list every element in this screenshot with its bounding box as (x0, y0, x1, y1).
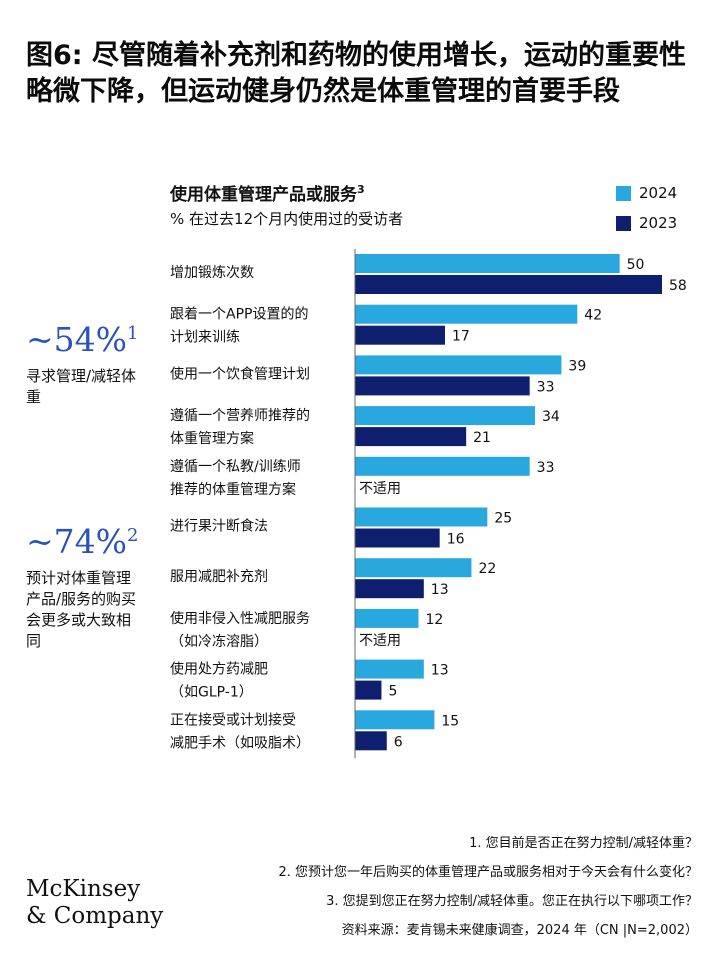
data-label-2023-9: 6 (394, 734, 403, 750)
legend-label-2023: 2023 (639, 214, 678, 232)
data-label-2024-4: 33 (537, 460, 555, 476)
stat-value-1: ~54%1 (26, 314, 146, 360)
chart-heading-footnote: 3 (357, 183, 365, 196)
stat-footnote-2: 2 (127, 525, 139, 546)
footnotes: 1. 您目前是否正在努力控制/减轻体重？ 2. 您预计您一年后购买的体重管理产品… (278, 829, 698, 945)
bar-2023-0 (355, 275, 662, 294)
bar-2023-8 (355, 680, 382, 700)
legend-item-2023: 2023 (616, 210, 677, 236)
stat-desc-1: 寻求管理/减轻体重 (26, 367, 137, 406)
bar-2024-4 (355, 456, 530, 476)
bar-2024-6 (355, 558, 472, 578)
logo-line-1: McKinsey (26, 876, 141, 902)
bar-2024-8 (355, 659, 424, 679)
mckinsey-logo: McKinsey & Company (26, 876, 163, 930)
chart-subtitle: % 在过去12个月内使用过的受访者 (170, 210, 404, 228)
na-label-2023-7: 不适用 (359, 633, 401, 649)
chart-heading: 使用体重管理产品或服务3 (170, 180, 365, 205)
stat-value-2: ~74%2 (26, 516, 138, 562)
data-label-2023-3: 21 (473, 430, 491, 446)
category-label-9-1: 减肥手术（如吸脂术） (170, 735, 310, 751)
bar-2023-9 (355, 731, 387, 751)
stat-number-2: ~74% (26, 522, 127, 561)
data-label-2024-8: 13 (431, 663, 449, 679)
category-label-3-1: 体重管理方案 (170, 430, 254, 447)
category-label-0-0: 增加锻炼次数 (170, 265, 254, 281)
category-label-7-1: （如冷冻溶脂） (170, 633, 268, 650)
footnote-3: 3. 您提到您正在努力控制/减轻体重。您正在执行以下哪项工作？ (326, 894, 698, 909)
page-title: 图6: 尽管随着补充剂和药物的使用增长，运动的重要性略微下降，但运动健身仍然是体… (26, 40, 686, 107)
data-label-2023-0: 58 (669, 278, 687, 294)
source-note: 资料来源：麦肯锡未来健康调查，2024 年（CN |N=2,002） (341, 923, 698, 938)
stat-number-1: ~54% (26, 320, 127, 359)
stat-desc-2: 预计对体重管理产品/服务的购买会更多或大致相同 (26, 569, 137, 650)
bar-2023-5 (355, 528, 440, 548)
category-label-1-1: 计划来训练 (170, 330, 240, 346)
footnote-1: 1. 您目前是否正在努力控制/减轻体重？ (469, 836, 698, 851)
data-label-2024-6: 22 (478, 561, 496, 577)
bar-2023-1 (355, 325, 445, 345)
data-label-2024-2: 39 (568, 358, 586, 374)
bar-2023-2 (355, 376, 530, 396)
data-label-2024-7: 12 (426, 612, 444, 628)
category-label-4-1: 推荐的体重管理方案 (170, 481, 296, 498)
category-label-8-1: （如GLP-1） (170, 685, 253, 701)
bar-2024-0 (355, 254, 620, 273)
category-label-6-0: 服用减肥补充剂 (170, 569, 268, 585)
legend-label-2024: 2024 (639, 184, 678, 202)
data-label-2024-0: 50 (627, 257, 645, 273)
data-label-2023-5: 16 (447, 532, 465, 548)
legend-swatch-2024 (616, 185, 631, 201)
bar-2023-3 (355, 427, 467, 447)
category-label-9-0: 正在接受或计划接受 (170, 711, 296, 728)
category-label-8-0: 使用处方药减肥 (170, 661, 268, 678)
logo-line-2: & Company (26, 903, 164, 929)
data-label-2024-5: 25 (494, 511, 512, 527)
legend-swatch-2023 (616, 215, 631, 231)
legend-item-2024: 2024 (616, 180, 677, 206)
bar-2023-6 (355, 579, 424, 599)
data-label-2024-9: 15 (441, 713, 459, 729)
category-label-3-0: 遵循一个营养师推荐的 (170, 407, 310, 424)
chart-legend: 2024 2023 (616, 180, 677, 240)
stat-seek-weight-management: ~54%1 寻求管理/减轻体重 (26, 314, 146, 408)
bar-2024-7 (355, 608, 419, 628)
stat-expected-purchase: ~74%2 预计对体重管理产品/服务的购买会更多或大致相同 (26, 516, 138, 652)
data-label-2024-3: 34 (542, 409, 560, 425)
data-label-2024-1: 42 (584, 308, 602, 324)
category-label-2-0: 使用一个饮食管理计划 (170, 365, 310, 382)
bar-2024-9 (355, 710, 435, 730)
na-label-2023-4: 不适用 (359, 481, 401, 497)
data-label-2023-1: 17 (452, 329, 470, 345)
data-label-2023-8: 5 (388, 684, 397, 700)
bar-2024-5 (355, 507, 488, 527)
stat-footnote-1: 1 (127, 323, 139, 344)
category-label-5-0: 进行果汁断食法 (170, 518, 268, 535)
bar-2024-2 (355, 355, 562, 375)
footnote-2: 2. 您预计您一年后购买的体重管理产品或服务相对于今天会有什么变化？ (278, 865, 698, 880)
category-label-1-0: 跟着一个APP设置的的 (170, 307, 308, 323)
category-label-7-0: 使用非侵入性减肥服务 (170, 610, 310, 627)
bar-2024-3 (355, 406, 535, 426)
data-label-2023-2: 33 (537, 379, 555, 395)
bar-2024-1 (355, 304, 578, 324)
category-label-4-0: 遵循一个私教/训练师 (170, 458, 301, 475)
data-label-2023-6: 13 (431, 582, 449, 598)
chart-heading-text: 使用体重管理产品或服务 (170, 185, 357, 205)
